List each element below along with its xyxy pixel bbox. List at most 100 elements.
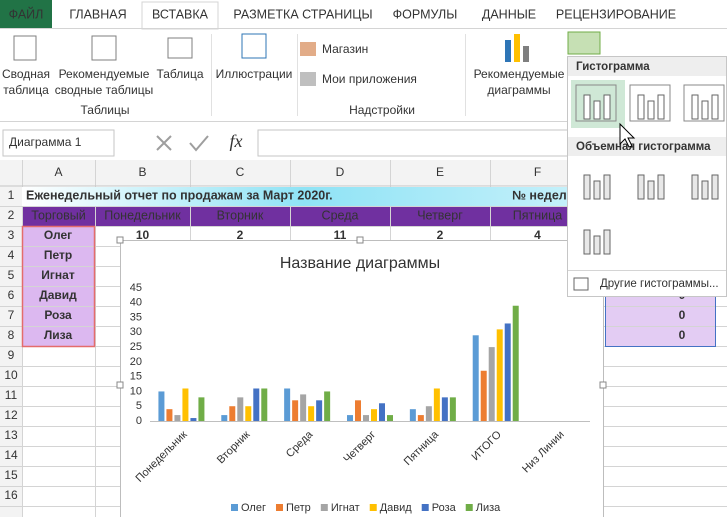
sheet-cells: Еженедельный отчет по продажам за Март 2…: [21, 187, 716, 348]
bar: [347, 415, 353, 421]
my-apps-button[interactable]: Мои приложения: [322, 72, 417, 86]
option-frame: [683, 84, 725, 122]
header-text: Торговый: [31, 208, 85, 222]
chart-option[interactable]: [629, 84, 671, 122]
y-tick-label: 25: [130, 341, 142, 353]
bar: [174, 415, 181, 421]
column-header: E: [436, 165, 444, 179]
name-text: Давид: [39, 288, 77, 302]
chart-option[interactable]: [575, 84, 617, 122]
option-bar: [593, 100, 601, 120]
recommended-charts-button[interactable]: Рекомендуемые: [474, 67, 565, 81]
cell-value: 2: [237, 228, 244, 242]
legend-label: Давид: [380, 502, 413, 514]
recommended-pivot-button[interactable]: Рекомендуемые: [59, 67, 150, 81]
table-button[interactable]: Таблица: [156, 67, 203, 81]
header-text: Четверг: [417, 208, 463, 222]
bar: [425, 406, 432, 421]
bar: [229, 406, 236, 421]
pivot-table-button[interactable]: таблица: [3, 83, 49, 97]
store-button[interactable]: Магазин: [322, 42, 368, 56]
charts-icon: [523, 46, 529, 62]
bar: [355, 400, 361, 421]
charts-icon: [505, 40, 511, 62]
bar: [292, 400, 299, 421]
store-icon: [300, 42, 316, 56]
selection-range: [21, 225, 96, 348]
legend-label: Роза: [432, 502, 457, 514]
y-tick-label: 20: [130, 356, 142, 368]
cancel-button[interactable]: [156, 135, 172, 151]
fx-button[interactable]: fx: [230, 131, 243, 151]
more-icon: [573, 277, 589, 291]
chart-option[interactable]: [576, 165, 616, 201]
row-header-bg: [0, 160, 22, 517]
chart-dropdown: Гистограмма Объемная гистограмма Другие ги…: [567, 56, 727, 297]
option-bar: [593, 235, 601, 255]
legend-label: Петр: [286, 502, 311, 514]
right-cell: [605, 307, 715, 326]
bar: [182, 388, 189, 421]
recommended-pivot-icon: [91, 35, 117, 61]
resize-handle[interactable]: [116, 381, 124, 389]
ribbon: ФАЙЛ ГЛАВНАЯ ВСТАВКА РАЗМЕТКА СТРАНИЦЫ ФОРМУ…: [2, 6, 676, 117]
resize-handle[interactable]: [599, 381, 607, 389]
option-bar: [691, 94, 699, 120]
column-chart-button[interactable]: [567, 31, 601, 55]
right-value: 0: [679, 308, 686, 322]
recommended-pivot-button[interactable]: сводные таблицы: [55, 83, 153, 97]
illustrations-button[interactable]: Иллюстрации: [216, 67, 293, 81]
option-frame: [575, 84, 617, 122]
row-header: 9: [8, 348, 15, 362]
y-tick-label: 40: [130, 297, 142, 309]
pivot-table-button[interactable]: Сводная: [2, 67, 50, 81]
header-cell: [191, 207, 290, 226]
ribbon-tab[interactable]: ФОРМУЛЫ: [393, 7, 458, 21]
name-box-text[interactable]: Диаграмма 1: [9, 135, 82, 149]
header-text: Среда: [322, 208, 359, 222]
header-cell: [491, 207, 585, 226]
enter-button[interactable]: [189, 135, 209, 152]
cell-value: 11: [334, 228, 347, 242]
ribbon-tab[interactable]: ВСТАВКА: [152, 7, 209, 21]
bar: [245, 406, 252, 421]
ribbon-tab[interactable]: РАЗМЕТКА СТРАНИЦЫ: [233, 7, 372, 21]
resize-handle[interactable]: [116, 236, 124, 244]
cell-value: 4: [534, 228, 541, 242]
bar: [379, 403, 385, 421]
legend-label: Олег: [241, 502, 266, 514]
row-header: 8: [8, 328, 15, 342]
chart-option[interactable]: [684, 165, 724, 201]
chart-option[interactable]: [630, 165, 670, 201]
resize-handle[interactable]: [356, 236, 364, 244]
chart-option[interactable]: [683, 84, 725, 122]
column-header: D: [336, 165, 345, 179]
row-header: 16: [4, 488, 18, 502]
option-bar: [657, 174, 665, 200]
chart-option[interactable]: [576, 220, 616, 256]
embedded-chart[interactable]: Название диаграммы051015202530354045Поне…: [116, 236, 607, 517]
bar: [512, 305, 519, 421]
recommended-charts-button[interactable]: диаграммы: [487, 83, 550, 97]
table-icon: [167, 37, 193, 59]
name-cell: [23, 287, 94, 306]
option-bar: [593, 180, 601, 200]
bar: [472, 335, 479, 421]
ribbon-tab[interactable]: ГЛАВНАЯ: [69, 7, 126, 21]
ribbon-tab[interactable]: РЕЦЕНЗИРОВАНИЕ: [556, 7, 676, 21]
chart-title: Название диаграммы: [280, 255, 440, 272]
header-text: Вторник: [217, 208, 264, 222]
row-header: 3: [8, 228, 15, 242]
right-value: 0: [679, 328, 686, 342]
chart-area: [120, 240, 604, 517]
column-header: F: [534, 165, 541, 179]
ribbon-tab[interactable]: ФАЙЛ: [9, 6, 44, 21]
row-header: 14: [4, 448, 18, 462]
y-tick-label: 5: [136, 400, 142, 412]
option-bar: [583, 174, 591, 200]
name-box[interactable]: [2, 129, 115, 157]
row-header: 6: [8, 288, 15, 302]
more-charts[interactable]: Другие гистограммы...: [600, 278, 719, 290]
ribbon-tab[interactable]: ДАННЫЕ: [482, 7, 536, 21]
bar: [441, 397, 448, 421]
